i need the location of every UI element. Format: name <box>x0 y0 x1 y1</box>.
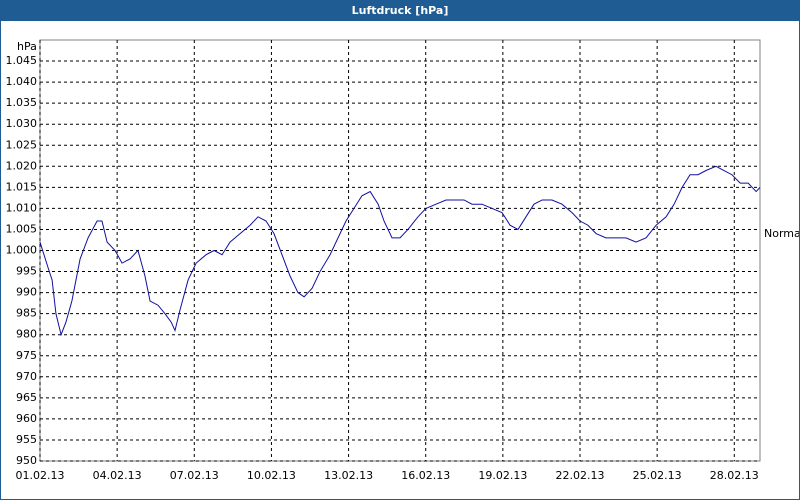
x-tick-label: 19.02.13 <box>478 469 527 482</box>
data-line <box>39 165 761 337</box>
y-tick-label: 1.040 <box>6 75 38 88</box>
y-tick-label: 980 <box>16 328 37 341</box>
y-tick-label: 960 <box>16 412 37 425</box>
y-tick-label: 995 <box>16 265 37 278</box>
x-tick-label: 13.02.13 <box>324 469 373 482</box>
y-tick-label: 1.035 <box>6 96 38 109</box>
chart: hPa Normal 950 955 960 965 970 975 980 985 990 99… <box>6 39 800 482</box>
x-tick-label: 10.02.13 <box>247 469 296 482</box>
x-tick-label: 22.02.13 <box>556 469 605 482</box>
annotation: Normal <box>764 227 799 240</box>
y-tick-label: 1.020 <box>6 159 38 172</box>
x-tick-label: 01.02.13 <box>16 469 65 482</box>
y-axis-label: hPa <box>17 40 37 53</box>
x-tick-label: 07.02.13 <box>170 469 219 482</box>
y-tick-label: 1.010 <box>6 201 38 214</box>
y-tick-label: 1.015 <box>6 180 38 193</box>
y-tick-label: 1.005 <box>6 222 38 235</box>
y-tick-label: 1.045 <box>6 54 38 67</box>
x-tick-label: 16.02.13 <box>401 469 450 482</box>
y-tick-label: 965 <box>16 391 37 404</box>
x-tick-label: 25.02.13 <box>633 469 682 482</box>
y-tick-label: 985 <box>16 307 37 320</box>
y-tick-label: 1.000 <box>6 244 38 257</box>
y-tick-label: 1.025 <box>6 138 38 151</box>
x-tick-label: 04.02.13 <box>93 469 142 482</box>
y-tick-label: 1.030 <box>6 117 38 130</box>
x-tick-label: 28.02.13 <box>710 469 759 482</box>
y-tick-label: 990 <box>16 286 37 299</box>
y-tick-label: 950 <box>16 454 37 467</box>
y-tick-label: 955 <box>16 433 37 446</box>
y-tick-label: 970 <box>16 370 37 383</box>
title-bar: Luftdruck [hPa] <box>1 1 799 21</box>
y-tick-label: 975 <box>16 349 37 362</box>
